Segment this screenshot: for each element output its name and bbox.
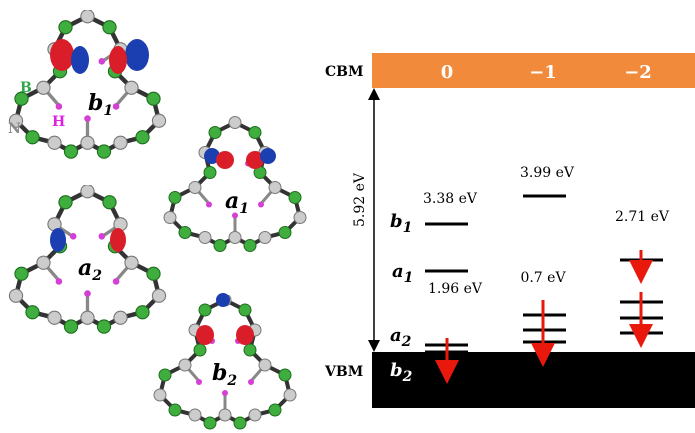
molecule — [164, 117, 306, 252]
vbm-label: VBM — [324, 364, 363, 380]
charge-label: −1 — [529, 62, 557, 83]
energy-label: 1.96 eV — [428, 281, 483, 297]
figure: B H N b1 a1 a2 b2 CBM VBM 0 −1 −2 5.92 e… — [0, 0, 695, 433]
symbol-letter: a — [78, 255, 92, 281]
state-label: a1 — [392, 261, 413, 286]
energy-label: 0.7 eV — [520, 270, 566, 286]
molecule-label: a1 — [225, 188, 249, 217]
state-label: b1 — [390, 211, 412, 236]
state-label: a2 — [390, 325, 412, 350]
atom-label: N — [8, 121, 21, 137]
symbol-letter: a — [390, 325, 402, 346]
symbol-subscript: 2 — [226, 373, 237, 389]
symbol-subscript: 1 — [239, 201, 249, 217]
symbol-letter: a — [225, 188, 239, 214]
charge-label: −2 — [624, 62, 652, 83]
energy-label: 2.71 eV — [615, 209, 670, 225]
symbol-letter: b — [390, 211, 403, 232]
energy-diagram: CBM VBM 0 −1 −2 5.92 eV 3.38 eV 1.96 eV … — [324, 53, 695, 408]
molecule-label: b2 — [212, 360, 237, 389]
symbol-subscript: 2 — [402, 369, 413, 385]
symbol-letter: b — [88, 90, 103, 116]
symbol-letter: a — [392, 261, 404, 282]
cbm-label: CBM — [325, 64, 363, 80]
atom-label: H — [52, 114, 65, 130]
symbol-letter: b — [390, 360, 403, 381]
energy-label: 3.99 eV — [520, 165, 575, 181]
vbm-band — [372, 352, 695, 408]
symbol-letter: b — [212, 360, 227, 386]
energy-label: 3.38 eV — [423, 191, 478, 207]
molecule-label: b1 — [88, 90, 113, 119]
symbol-subscript: 2 — [91, 268, 102, 284]
molecule-label: a2 — [78, 255, 102, 284]
symbol-subscript: 1 — [403, 220, 413, 236]
symbol-subscript: 2 — [401, 334, 412, 350]
molecule — [9, 10, 165, 159]
atom-label: B — [20, 80, 32, 96]
symbol-subscript: 1 — [103, 103, 113, 119]
charge-label: 0 — [441, 62, 454, 83]
symbol-subscript: 1 — [404, 270, 414, 286]
molecules: B H N b1 a1 a2 b2 — [8, 10, 306, 429]
gap-label: 5.92 eV — [352, 172, 368, 227]
